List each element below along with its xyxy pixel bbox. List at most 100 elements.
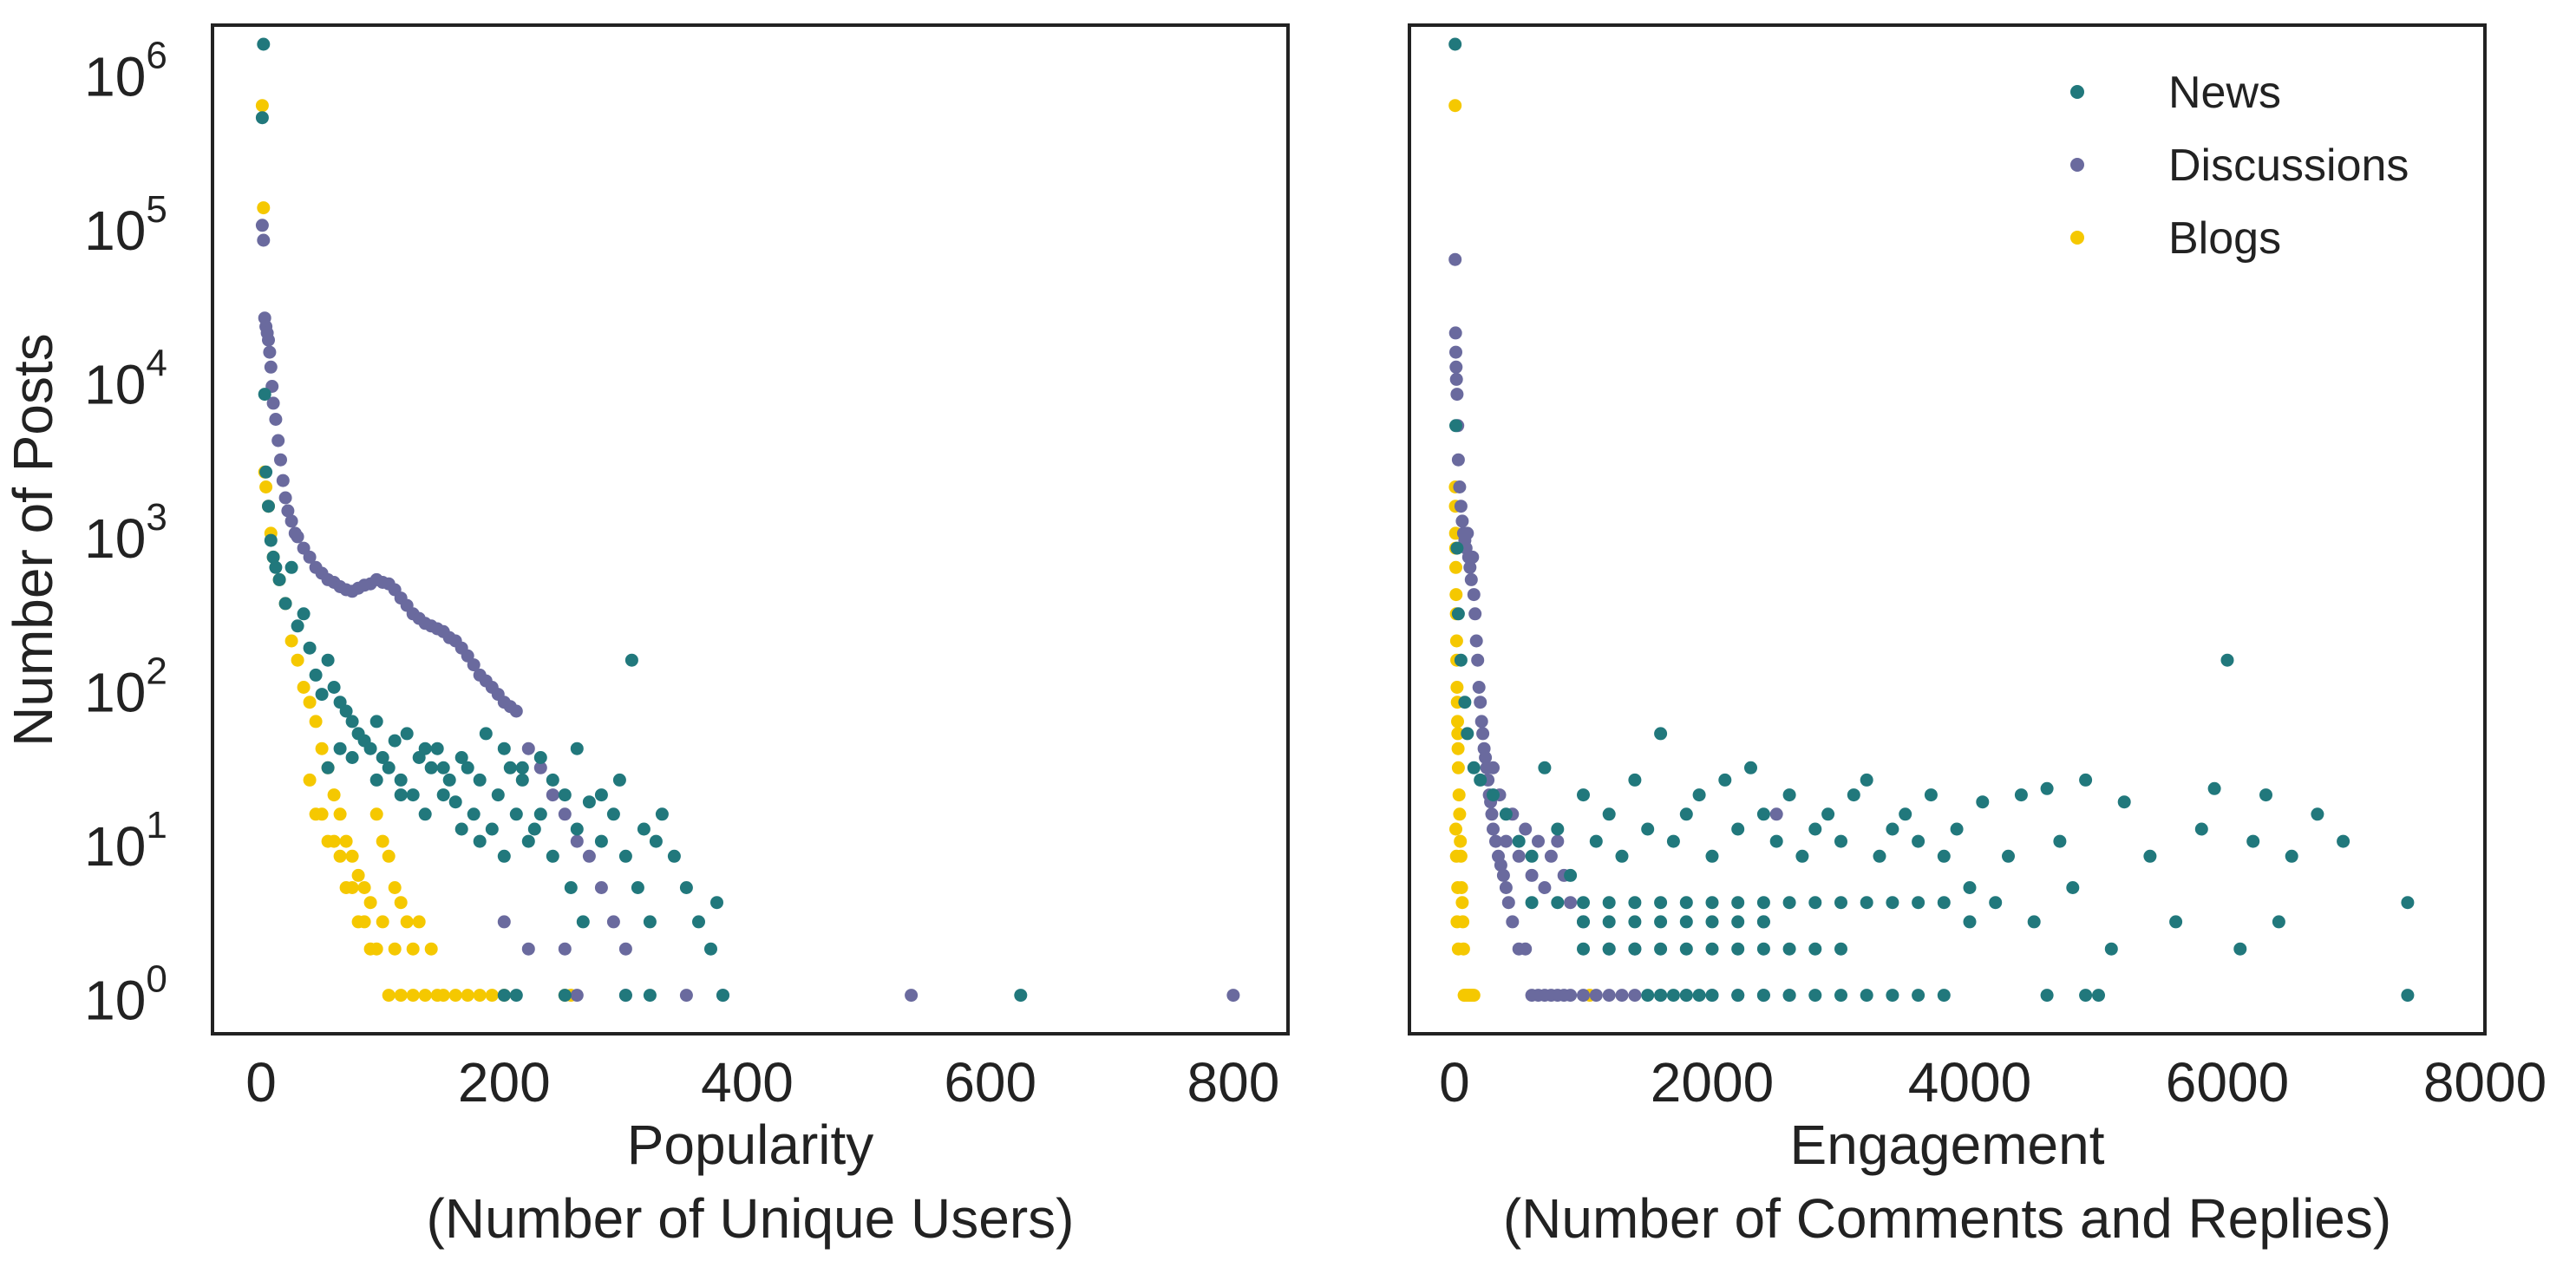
y-tick-label: 101 — [84, 804, 167, 878]
data-point-news — [1705, 896, 1719, 910]
data-point-news — [1679, 807, 1693, 821]
x-tick-label: 8000 — [2423, 1051, 2547, 1114]
data-point-blogs — [309, 807, 323, 821]
data-point-blogs — [345, 881, 359, 894]
data-point-news — [606, 807, 620, 821]
data-point-news — [1860, 896, 1873, 910]
x-tick-label: 0 — [245, 1051, 277, 1114]
data-point-news — [509, 989, 523, 1003]
data-point-news — [2053, 834, 2067, 848]
data-point-blogs — [357, 915, 371, 929]
data-point-blogs — [382, 849, 396, 863]
data-point-news — [1577, 896, 1590, 910]
x-tick-label: 600 — [944, 1051, 1036, 1114]
data-point-discussions — [618, 942, 632, 956]
data-point-news — [2220, 653, 2234, 667]
data-point-discussions — [262, 333, 275, 347]
data-point-news — [1564, 868, 1578, 882]
data-point-news — [2027, 915, 2041, 929]
data-point-discussions — [264, 360, 278, 374]
data-point-discussions — [1519, 942, 1533, 956]
data-point-news — [649, 834, 663, 848]
data-point-blogs — [1448, 99, 1462, 113]
data-point-news — [1744, 761, 1757, 774]
data-point-discussions — [1551, 834, 1565, 848]
data-point-news — [1679, 896, 1693, 910]
data-point-news — [2207, 781, 2221, 795]
data-point-blogs — [400, 915, 414, 929]
data-point-news — [1924, 788, 1938, 802]
data-point-discussions — [533, 761, 547, 774]
data-point-news — [1692, 788, 1706, 802]
data-point-news — [521, 834, 535, 848]
data-point-news — [376, 751, 389, 764]
data-point-news — [1950, 822, 1964, 836]
data-point-news — [570, 822, 584, 836]
data-point-news — [1886, 896, 1899, 910]
data-point-discussions — [1453, 480, 1467, 493]
data-point-discussions — [1472, 681, 1486, 694]
data-point-blogs — [430, 989, 444, 1003]
data-point-news — [266, 550, 280, 564]
data-point-discussions — [257, 233, 271, 247]
data-point-news — [1731, 942, 1745, 956]
data-point-news — [1937, 989, 1951, 1003]
series-news — [1448, 37, 2415, 1003]
data-point-blogs — [1449, 560, 1462, 574]
data-point-news — [1756, 896, 1770, 910]
data-point-blogs — [388, 942, 402, 956]
data-point-news — [1834, 834, 1847, 848]
data-point-news — [1551, 896, 1565, 910]
data-point-discussions — [303, 550, 317, 564]
data-point-news — [278, 597, 292, 611]
data-point-blogs — [1454, 834, 1468, 848]
data-point-discussions — [1463, 560, 1477, 574]
data-point-discussions — [1455, 514, 1469, 528]
data-point-news — [1679, 942, 1693, 956]
data-point-news — [418, 742, 432, 755]
left-x-axis-label-line1: Popularity — [627, 1114, 874, 1176]
data-point-news — [2079, 989, 2093, 1003]
data-point-discussions — [1479, 751, 1493, 764]
data-point-news — [1860, 989, 1873, 1003]
data-point-discussions — [274, 453, 287, 467]
data-point-news — [1538, 761, 1552, 774]
data-point-news — [2246, 834, 2260, 848]
data-point-blogs — [1451, 727, 1465, 741]
data-point-discussions — [1449, 372, 1463, 386]
data-point-discussions — [1769, 807, 1783, 821]
data-point-discussions — [1468, 607, 1482, 621]
data-point-news — [473, 773, 487, 787]
data-point-news — [564, 881, 578, 894]
left-panel: 0 200 400 600 800 100 101 102 103 104 105 106 Numb… — [2, 23, 1290, 1250]
data-point-news — [1912, 989, 1925, 1003]
data-point-discussions — [1466, 550, 1480, 564]
data-point-discussions — [281, 504, 295, 518]
data-point-news — [454, 822, 468, 836]
data-point-news — [1654, 942, 1668, 956]
data-point-discussions — [1544, 849, 1558, 863]
data-point-news — [1014, 989, 1028, 1003]
data-point-news — [2143, 849, 2157, 863]
left-x-tick-labels: 0 200 400 600 800 — [245, 1051, 1279, 1114]
data-point-news — [255, 111, 269, 125]
data-point-news — [264, 533, 278, 547]
data-point-discussions — [1471, 653, 1485, 667]
data-point-news — [679, 881, 693, 894]
data-point-news — [716, 989, 729, 1003]
data-point-news — [2040, 989, 2054, 1003]
data-point-discussions — [1577, 989, 1590, 1003]
data-point-discussions — [1525, 868, 1539, 882]
data-point-news — [1641, 989, 1655, 1003]
data-point-news — [497, 989, 511, 1003]
data-point-blogs — [1449, 849, 1463, 863]
data-point-news — [2194, 822, 2208, 836]
data-point-news — [479, 727, 493, 741]
data-point-news — [291, 619, 304, 633]
data-point-news — [1795, 849, 1809, 863]
data-point-news — [436, 788, 450, 802]
data-point-discussions — [1487, 761, 1500, 774]
data-point-news — [2104, 942, 2118, 956]
data-point-discussions — [1461, 526, 1474, 540]
data-point-news — [533, 807, 547, 821]
